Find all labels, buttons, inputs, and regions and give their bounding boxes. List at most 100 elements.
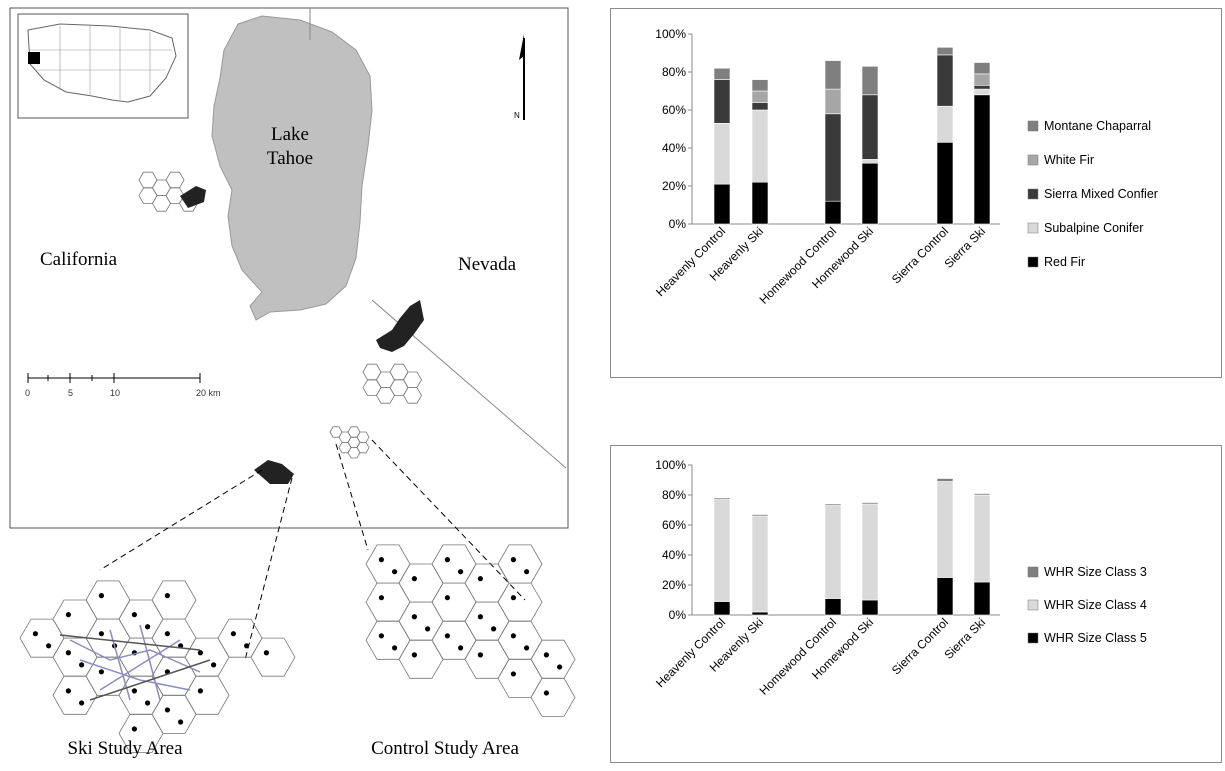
y-tick-label: 100%: [655, 27, 686, 41]
bar-segment: [936, 577, 954, 616]
hex-cell: [530, 639, 576, 679]
y-tick-label: 0%: [669, 217, 687, 231]
y-tick-label: 80%: [662, 488, 686, 502]
sample-point: [510, 633, 516, 639]
sample-point: [458, 645, 464, 651]
sample-point: [98, 669, 104, 675]
bar-segment: [861, 94, 879, 160]
hex-cell: [52, 675, 98, 715]
bar-segment: [936, 481, 954, 578]
zoom-line-control-left: [335, 443, 369, 551]
bar-segment: [936, 142, 954, 225]
bar-segment: [751, 611, 769, 616]
bar-segment: [973, 85, 991, 90]
hex-cell: [365, 620, 411, 660]
bar-segment: [751, 102, 769, 111]
hex-cell: [151, 694, 197, 734]
sample-point: [378, 595, 384, 601]
bar-segment: [861, 503, 879, 601]
us-inset-map: [17, 13, 189, 119]
zoom-line-control-right: [371, 439, 526, 601]
ski-study-area-grid: [19, 580, 296, 753]
sample-point: [477, 614, 483, 620]
hex-cell: [85, 580, 131, 620]
hex-cell: [118, 599, 164, 639]
hex-cell: [464, 639, 510, 679]
sample-point: [411, 652, 417, 658]
hex-cell: [431, 620, 477, 660]
sample-point: [197, 688, 203, 694]
legend-swatch: [1027, 188, 1039, 200]
map-frame: [9, 7, 569, 529]
legend-swatch: [1027, 566, 1039, 578]
zoom-line-ski-left: [99, 469, 263, 571]
scale-tick-20: 20 km: [196, 388, 221, 398]
bar-segment: [824, 505, 842, 599]
north-label: N: [514, 111, 520, 120]
bar-segment: [713, 601, 731, 616]
legend-label: WHR Size Class 4: [1044, 598, 1147, 612]
chart-border: [610, 8, 1222, 378]
forest-type-chart: 0% 20% 40% 60% 80% 100% Heavenly Control Heaven…: [610, 8, 1222, 378]
bar-segment: [861, 502, 879, 505]
hex-cell: [347, 447, 361, 459]
size-class-chart: 0% 20% 40% 60% 80% 100% Heavenly Control Heaven…: [610, 445, 1222, 763]
sample-point: [79, 700, 85, 706]
lake-tahoe-shape: [211, 15, 373, 321]
hex-cell: [217, 618, 263, 658]
hex-cell: [19, 618, 65, 658]
y-tick-label: 20%: [662, 179, 686, 193]
legend-swatch: [1027, 632, 1039, 644]
sample-point: [510, 671, 516, 677]
sample-point: [491, 626, 497, 632]
sample-point: [244, 643, 250, 649]
sample-point: [444, 595, 450, 601]
bar-segment: [751, 181, 769, 225]
ski-footprint-sierra: [254, 460, 294, 484]
bar-segment: [973, 494, 991, 583]
legend-label: Montane Chaparral: [1044, 119, 1151, 133]
sample-point: [263, 650, 269, 656]
bar-segment: [713, 123, 731, 185]
study-location-marker: [28, 52, 40, 64]
sample-point: [510, 595, 516, 601]
bar-segment: [936, 46, 954, 56]
bar-segment: [713, 499, 731, 602]
sample-point: [145, 700, 151, 706]
study-area-map: Lake Tahoe California Nevada N 0 5 10 20…: [0, 0, 600, 766]
y-tick-label: 60%: [662, 518, 686, 532]
bar-segment: [713, 67, 731, 80]
bar-segment: [751, 515, 769, 613]
legend-swatch: [1027, 154, 1039, 166]
control-study-area-grid: [365, 544, 576, 717]
hex-cell: [165, 171, 185, 189]
bar-segment: [824, 598, 842, 616]
sample-point: [131, 726, 137, 732]
bar-segment: [861, 65, 879, 96]
sample-point: [131, 688, 137, 694]
sample-point: [98, 593, 104, 599]
hex-clusters: [138, 171, 422, 459]
ski-footprint-heavenly: [376, 300, 424, 352]
bar-segment: [751, 109, 769, 183]
sample-point: [164, 593, 170, 599]
scale-bar: 0 5 10 20 km: [25, 373, 221, 398]
bar-segment: [936, 478, 954, 482]
hex-cell: [151, 580, 197, 620]
sample-point: [197, 650, 203, 656]
sample-point: [458, 569, 464, 575]
legend-label: Subalpine Conifer: [1044, 221, 1143, 235]
y-tick-label: 20%: [662, 578, 686, 592]
sample-point: [378, 633, 384, 639]
y-tick-label: 0%: [669, 608, 687, 622]
legend-swatch: [1027, 256, 1039, 268]
bar-segment: [824, 60, 842, 90]
legend-label: Red Fir: [1044, 255, 1085, 269]
hex-cell: [52, 599, 98, 639]
legend-label: White Fir: [1044, 153, 1094, 167]
y-tick-label: 60%: [662, 103, 686, 117]
bar-segment: [751, 90, 769, 103]
hex-cell: [250, 637, 296, 677]
bar-segment: [973, 581, 991, 616]
bar-segment: [973, 88, 991, 96]
